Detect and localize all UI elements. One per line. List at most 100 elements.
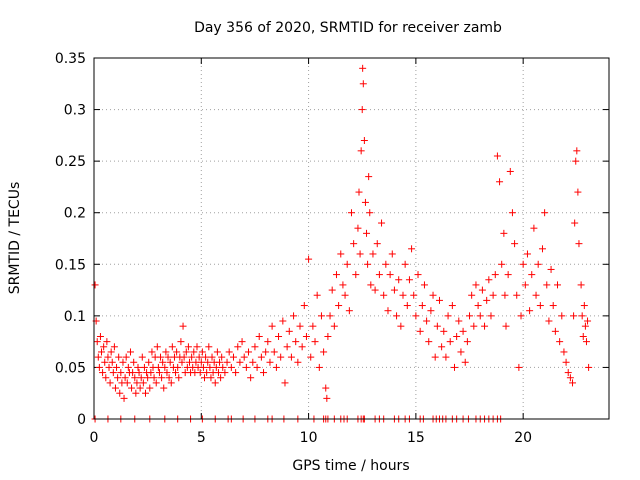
data-point bbox=[496, 178, 504, 186]
data-point bbox=[100, 343, 108, 351]
data-point bbox=[262, 348, 270, 356]
data-point bbox=[223, 358, 231, 366]
data-point bbox=[146, 384, 154, 392]
data-point bbox=[335, 302, 343, 310]
data-point bbox=[255, 332, 263, 340]
data-point bbox=[121, 374, 129, 382]
data-point bbox=[99, 369, 107, 377]
data-point bbox=[249, 358, 257, 366]
data-point bbox=[163, 369, 171, 377]
data-point bbox=[554, 281, 561, 289]
data-point bbox=[138, 353, 146, 361]
data-point bbox=[584, 317, 592, 325]
x-tick-label: 0 bbox=[90, 430, 99, 446]
data-point bbox=[307, 353, 315, 361]
data-point bbox=[322, 384, 330, 392]
y-tick-label: 0.3 bbox=[64, 103, 86, 119]
data-point bbox=[212, 363, 220, 371]
data-point bbox=[461, 358, 469, 366]
plot-frame bbox=[93, 57, 610, 420]
data-point bbox=[569, 379, 577, 387]
data-point bbox=[195, 353, 203, 361]
data-point bbox=[229, 353, 237, 361]
y-tick-label: 0.2 bbox=[64, 206, 86, 222]
data-point bbox=[526, 307, 534, 315]
data-point bbox=[292, 338, 300, 346]
data-point bbox=[365, 173, 373, 181]
data-point bbox=[103, 338, 111, 346]
data-point bbox=[414, 271, 422, 279]
data-point bbox=[173, 348, 181, 356]
data-point bbox=[129, 369, 137, 377]
data-point bbox=[93, 338, 101, 346]
data-point bbox=[123, 379, 131, 387]
data-point bbox=[135, 369, 143, 377]
data-point bbox=[185, 358, 193, 366]
data-point bbox=[573, 147, 581, 155]
y-tick-label: 0.15 bbox=[55, 257, 86, 273]
data-point bbox=[238, 338, 246, 346]
data-point bbox=[444, 312, 452, 320]
data-point bbox=[197, 358, 205, 366]
data-point bbox=[257, 353, 265, 361]
data-point bbox=[530, 224, 538, 232]
data-point bbox=[172, 369, 180, 377]
data-point bbox=[358, 106, 366, 114]
data-point bbox=[190, 348, 198, 356]
data-point bbox=[363, 229, 371, 237]
data-point bbox=[369, 250, 377, 258]
data-point bbox=[564, 369, 572, 377]
chart-title: Day 356 of 2020, SRMTID for receiver zam… bbox=[194, 20, 502, 36]
data-point bbox=[193, 343, 201, 351]
data-point bbox=[578, 312, 586, 320]
data-point bbox=[253, 363, 261, 371]
points-layer bbox=[91, 64, 593, 423]
data-point bbox=[198, 348, 206, 356]
data-point bbox=[296, 322, 304, 330]
data-point bbox=[508, 209, 516, 217]
data-point bbox=[221, 369, 229, 377]
data-point bbox=[214, 369, 222, 377]
x-tick-label: 10 bbox=[300, 430, 318, 446]
data-point bbox=[543, 281, 551, 289]
grid-layer bbox=[94, 58, 609, 419]
data-point bbox=[94, 353, 102, 361]
data-point bbox=[205, 343, 213, 351]
data-point bbox=[474, 302, 482, 310]
data-point bbox=[515, 363, 523, 371]
data-point bbox=[219, 363, 227, 371]
data-point bbox=[106, 379, 114, 387]
data-point bbox=[317, 312, 325, 320]
data-point bbox=[585, 363, 593, 371]
data-point bbox=[180, 353, 188, 361]
data-point bbox=[283, 343, 291, 351]
data-point bbox=[134, 363, 142, 371]
data-point bbox=[519, 260, 527, 268]
data-point bbox=[166, 358, 174, 366]
data-point bbox=[375, 271, 383, 279]
data-point bbox=[109, 369, 117, 377]
data-point bbox=[182, 348, 190, 356]
data-point bbox=[232, 369, 240, 377]
data-point bbox=[476, 312, 484, 320]
data-point bbox=[217, 374, 225, 382]
data-point bbox=[234, 343, 242, 351]
data-point bbox=[165, 374, 173, 382]
data-point bbox=[562, 358, 570, 366]
data-point bbox=[270, 348, 278, 356]
data-point bbox=[566, 374, 574, 382]
data-point bbox=[513, 291, 521, 299]
data-point bbox=[168, 343, 176, 351]
data-point bbox=[405, 276, 413, 284]
data-point bbox=[330, 322, 338, 330]
data-point bbox=[549, 302, 557, 310]
data-point bbox=[472, 281, 480, 289]
data-point bbox=[91, 281, 99, 289]
data-point bbox=[107, 348, 115, 356]
x-tick-label: 20 bbox=[514, 430, 532, 446]
data-point bbox=[581, 322, 589, 330]
data-point bbox=[536, 302, 544, 310]
data-point bbox=[343, 260, 351, 268]
data-point bbox=[101, 358, 109, 366]
